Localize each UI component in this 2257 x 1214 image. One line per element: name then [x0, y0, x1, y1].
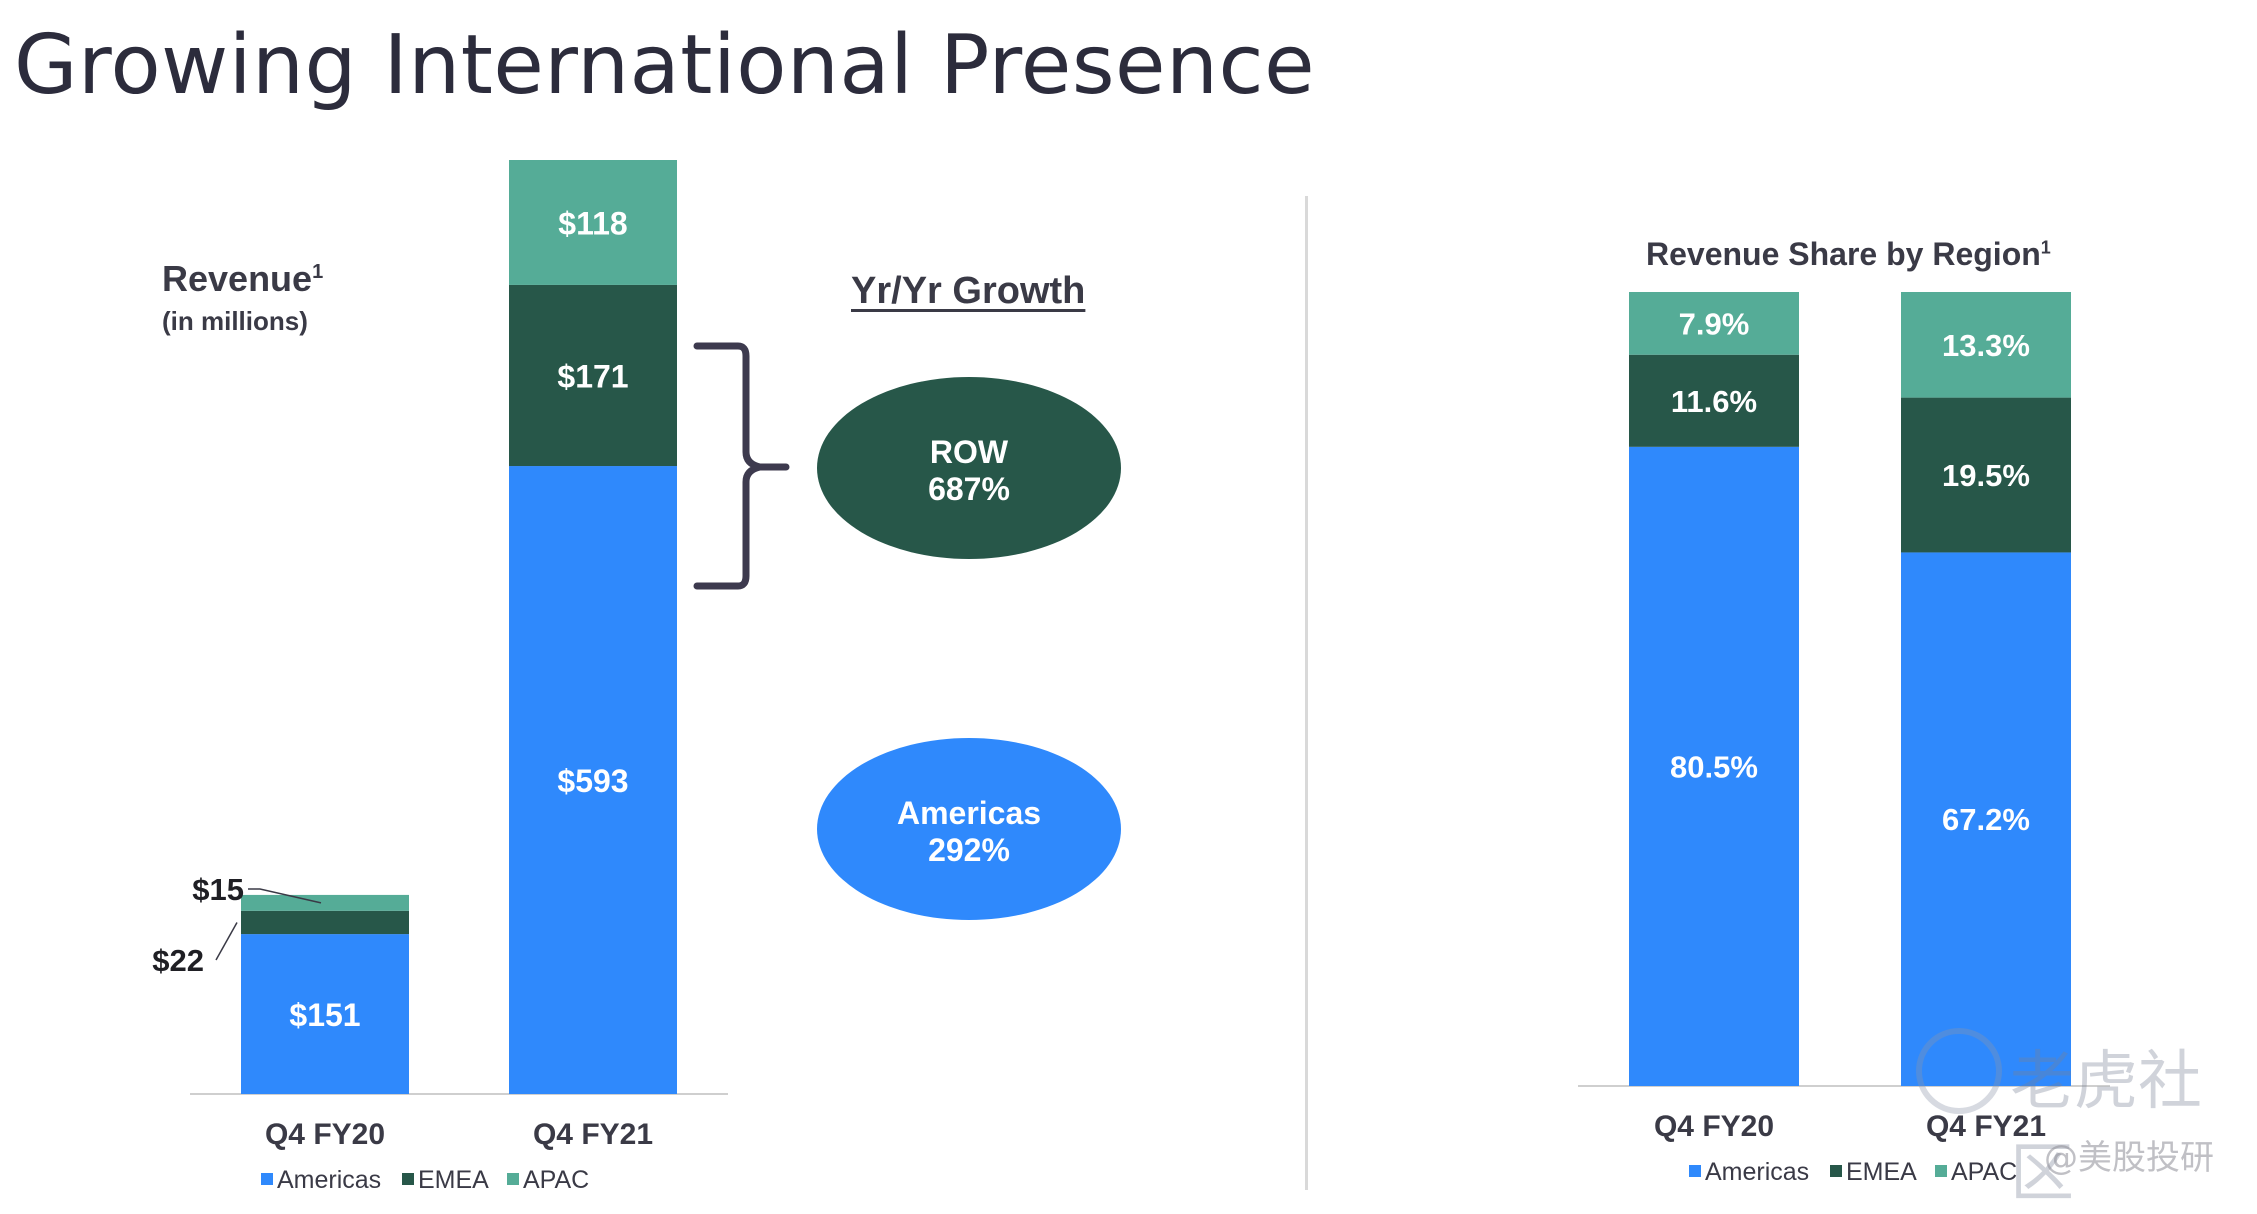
share-legend-label-emea: EMEA	[1846, 1158, 1917, 1186]
revenue-label-americas-0: $151	[289, 997, 360, 1033]
share-chart-title: Revenue Share by Region1	[1646, 236, 2051, 273]
americas-growth-ellipse	[817, 738, 1121, 920]
revenue-callout-line-apac	[248, 888, 322, 904]
revenue-category-label-0: Q4 FY20	[265, 1118, 385, 1151]
row-growth-ellipse	[817, 377, 1121, 559]
share-label-emea-1: 19.5%	[1942, 458, 2030, 493]
revenue-label-apac-1: $118	[558, 205, 627, 241]
watermark-brand: 老虎社区	[2010, 1045, 2202, 1211]
share-legend-label-americas: Americas	[1705, 1158, 1809, 1186]
share-category-label-0: Q4 FY20	[1654, 1110, 1774, 1143]
row-growth-label: ROW	[930, 434, 1009, 470]
revenue-legend-label-emea: EMEA	[418, 1166, 489, 1191]
revenue-category-label-1: Q4 FY21	[533, 1118, 653, 1151]
revenue-label-americas-1: $593	[557, 763, 628, 799]
tiger-logo-icon	[1916, 1028, 2002, 1114]
watermark-handle: @美股投研	[2044, 1138, 2214, 1178]
revenue-chart-subtitle: (in millions)	[162, 306, 308, 336]
revenue-bar-apac-1	[509, 160, 677, 285]
americas-growth-label: Americas	[897, 795, 1041, 831]
revenue-legend-label-apac: APAC	[523, 1166, 589, 1191]
share-legend-swatch-apac	[1935, 1165, 1947, 1177]
revenue-legend-swatch-americas	[261, 1173, 273, 1185]
revenue-title-footnote: 1	[312, 261, 324, 283]
revenue-bar-emea-1	[509, 284, 677, 467]
revenue-chart-title: Revenue1	[162, 258, 323, 300]
share-legend-swatch-americas	[1689, 1165, 1701, 1177]
share-category-label-1: Q4 FY21	[1926, 1110, 2046, 1143]
section-divider	[1305, 196, 1308, 1190]
page-title: Growing International Presence	[14, 18, 1316, 113]
share-bar-americas-1	[1901, 552, 2071, 1086]
share-label-apac-0: 7.9%	[1679, 306, 1750, 341]
share-legend-swatch-emea	[1830, 1165, 1842, 1177]
share-bar-apac-1	[1901, 292, 2071, 398]
revenue-legend-label-americas: Americas	[277, 1166, 381, 1191]
revenue-legend-swatch-apac	[507, 1173, 519, 1185]
revenue-legend-swatch-emea	[402, 1173, 414, 1185]
share-bar-americas-0	[1629, 446, 1799, 1087]
revenue-bar-apac-0	[241, 894, 409, 911]
share-legend-label-apac: APAC	[1951, 1158, 2017, 1186]
row-growth-value: 687%	[928, 471, 1010, 507]
share-label-americas-0: 80.5%	[1670, 749, 1758, 784]
share-bar-emea-1	[1901, 397, 2071, 553]
revenue-bar-americas-1	[509, 466, 677, 1094]
revenue-label-emea-1: $171	[557, 358, 628, 394]
revenue-title-text: Revenue	[162, 258, 313, 299]
revenue-label-emea-0: $22	[152, 943, 204, 978]
americas-growth-value: 292%	[928, 832, 1010, 868]
revenue-label-apac-0: $15	[192, 872, 244, 907]
share-label-americas-1: 67.2%	[1942, 802, 2030, 837]
row-bracket	[693, 342, 790, 590]
share-bar-emea-0	[1629, 354, 1799, 447]
share-title-footnote: 1	[2040, 237, 2051, 258]
growth-title: Yr/Yr Growth	[851, 270, 1086, 312]
revenue-bar-emea-0	[241, 910, 409, 935]
revenue-bar-americas-0	[241, 934, 409, 1094]
share-label-apac-1: 13.3%	[1942, 328, 2030, 363]
share-title-text: Revenue Share by Region	[1646, 236, 2041, 272]
share-label-emea-0: 11.6%	[1671, 384, 1757, 419]
share-bar-apac-0	[1629, 292, 1799, 355]
revenue-callout-line-emea	[215, 922, 238, 961]
